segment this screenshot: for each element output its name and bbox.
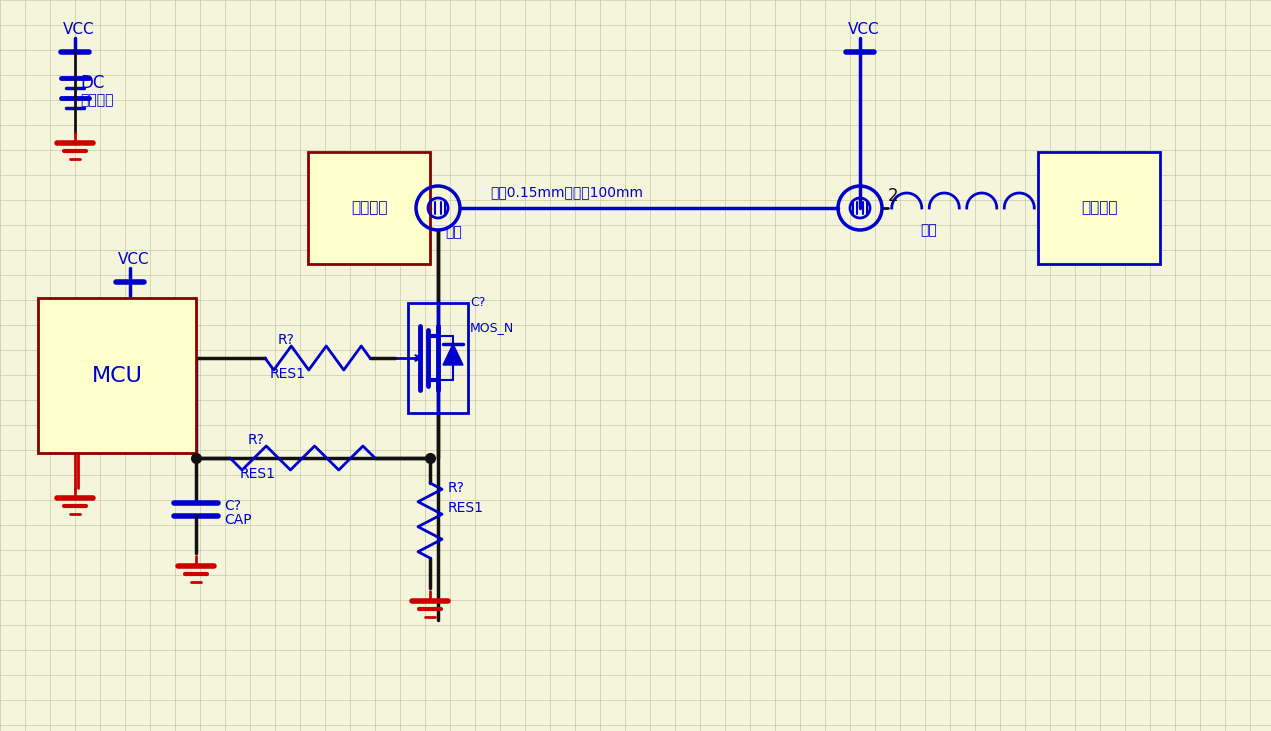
Text: 供电系统: 供电系统 [80, 93, 113, 107]
Text: RES1: RES1 [269, 367, 306, 381]
FancyBboxPatch shape [38, 298, 196, 453]
Text: DC: DC [80, 74, 104, 92]
Text: R?: R? [248, 433, 264, 447]
Text: VCC: VCC [118, 252, 150, 268]
Text: RES1: RES1 [240, 467, 276, 481]
Text: RES1: RES1 [447, 501, 484, 515]
Text: 固定装置: 固定装置 [351, 200, 388, 216]
Text: R?: R? [278, 333, 295, 347]
Text: R?: R? [447, 481, 465, 495]
Text: 直兴0.15mm，长度100mm: 直兴0.15mm，长度100mm [491, 185, 643, 199]
Text: C?: C? [224, 499, 241, 513]
Text: 2: 2 [888, 187, 899, 205]
Text: CAP: CAP [224, 513, 252, 527]
Text: 钓丝: 钓丝 [445, 225, 461, 239]
Text: 弹簧: 弹簧 [920, 223, 937, 237]
Text: MOS_N: MOS_N [470, 322, 515, 335]
Polygon shape [444, 344, 463, 365]
FancyBboxPatch shape [1038, 152, 1160, 264]
Text: 固定装置: 固定装置 [1080, 200, 1117, 216]
FancyBboxPatch shape [308, 152, 430, 264]
Text: VCC: VCC [64, 23, 94, 37]
Text: MCU: MCU [92, 366, 142, 385]
Text: VCC: VCC [848, 23, 880, 37]
Text: C?: C? [470, 297, 486, 309]
